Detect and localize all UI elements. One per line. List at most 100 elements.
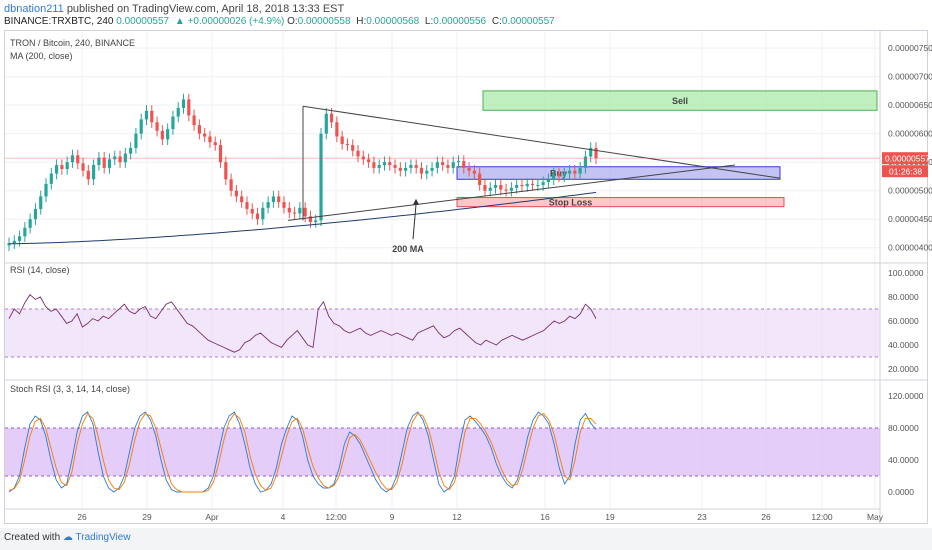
time-axis: 26 29 Apr 4 12:00 9 12 16 19 23 26 12:00 May [77, 512, 884, 522]
x-tick-label: 26 [77, 512, 87, 522]
candle-body [435, 162, 439, 168]
candle-body [155, 122, 159, 131]
candle-body [44, 183, 48, 197]
candle-body [65, 162, 69, 170]
candle-body [525, 183, 529, 187]
rsi-y-tick-label: 80.0000 [888, 292, 919, 302]
zone-rect [456, 166, 781, 180]
price-axes: 0.00000750 0.00000700 0.00000650 0.00000600… [5, 43, 932, 497]
candle-body [218, 145, 223, 163]
candle-body [171, 116, 175, 130]
candle-body [425, 170, 429, 174]
publish-line: dbnation211 published on TradingView.com… [4, 3, 344, 15]
ma-indicator-label: MA (200, close) [10, 51, 73, 61]
ohlc-close-value: 0.00000557 [501, 16, 555, 27]
candle-body [467, 167, 471, 171]
rsi-y-tick-label: 100.0000 [888, 268, 924, 278]
ma-200-line [9, 191, 597, 245]
candle-body [372, 162, 376, 168]
x-tick-label: 9 [390, 512, 395, 522]
chart-canvas[interactable]: SellBuyStop Loss 200 MA 0.000007500.0000… [0, 0, 932, 528]
candle-body [557, 173, 561, 177]
candle-body [266, 202, 270, 208]
candle-body [7, 243, 11, 246]
rsi-y-tick-label: 60.0000 [888, 316, 919, 326]
chart-frame [4, 30, 928, 524]
countdown-tag [882, 165, 928, 178]
x-tick-label: 12:00 [325, 512, 347, 522]
main-pane-title: TRON / Bitcoin, 240, BINANCE [10, 38, 135, 48]
candle-body [234, 190, 238, 197]
candle-body [388, 162, 392, 166]
tradingview-link[interactable]: TradingView [75, 532, 131, 543]
ohlc-open-value: 0.00000558 [297, 16, 351, 27]
candle-body [70, 155, 75, 163]
candle-body [192, 115, 196, 126]
stoch-band [5, 428, 880, 476]
candle-body [107, 159, 112, 168]
candle-body [367, 159, 371, 163]
candle-body [340, 136, 344, 144]
candle-body [446, 165, 450, 168]
candle-body [573, 170, 577, 174]
candle-series [7, 93, 598, 252]
candle-body [314, 220, 318, 223]
candle-body [462, 161, 466, 168]
candle-body [404, 167, 408, 171]
candle-body [277, 196, 281, 203]
candle-body [541, 182, 545, 185]
candle-body [97, 157, 101, 166]
candle-body [213, 142, 217, 146]
x-tick-label: 26 [761, 512, 771, 522]
candle-body [478, 173, 482, 185]
main-y-tick-label: 0.00000400 [888, 243, 932, 253]
tradingview-logo-icon: ☁ [62, 532, 73, 543]
candle-body [187, 99, 191, 116]
candle-body [49, 173, 53, 184]
candle-body [160, 130, 164, 140]
last-price-value: 0.00000557 [885, 154, 930, 164]
candle-body [39, 196, 43, 209]
candle-body [28, 219, 32, 228]
candle-body [530, 183, 535, 185]
x-tick-label: Apr [205, 512, 218, 522]
candle-body [393, 165, 397, 168]
candle-body [208, 136, 212, 143]
stoch-d-line [8, 412, 597, 493]
author-link[interactable]: dbnation211 [4, 3, 64, 15]
candle-body [504, 189, 508, 191]
stoch-pane-title: Stoch RSI (3, 3, 14, 14, close) [10, 384, 130, 394]
candle-body [224, 162, 228, 180]
candle-body [319, 133, 323, 221]
candle-body [382, 162, 387, 166]
candle-body [166, 129, 170, 140]
candle-body [567, 170, 572, 174]
candle-body [287, 207, 291, 213]
candle-body [129, 147, 133, 154]
candle-body [419, 167, 424, 174]
rsi-pane [5, 293, 880, 358]
candle-body [451, 162, 455, 168]
zone-label: Stop Loss [549, 198, 593, 208]
symbol-text: BINANCE:TRXBTC, 240 [4, 16, 114, 27]
main-y-tick-label: 0.00000750 [888, 43, 932, 53]
candle-body [456, 161, 461, 163]
candle-body [562, 173, 566, 177]
candle-body [472, 170, 476, 174]
rsi-y-tick-label: 20.0000 [888, 364, 919, 374]
candle-body [414, 165, 418, 168]
candle-body [488, 187, 492, 191]
pane-labels: TRON / Bitcoin, 240, BINANCE MA (200, cl… [10, 38, 135, 394]
candle-body [303, 207, 307, 217]
ma-arrow-shaft [412, 204, 417, 240]
stoch-rsi-pane [5, 411, 880, 493]
rsi-band [5, 309, 880, 357]
candle-body [81, 163, 85, 171]
x-tick-label: May [867, 512, 884, 522]
x-tick-label: 4 [281, 512, 286, 522]
zone-rect [482, 90, 878, 111]
x-tick-label: 16 [540, 512, 550, 522]
candle-body [536, 185, 540, 186]
candle-body [271, 196, 276, 203]
lower-trendline [287, 164, 736, 221]
